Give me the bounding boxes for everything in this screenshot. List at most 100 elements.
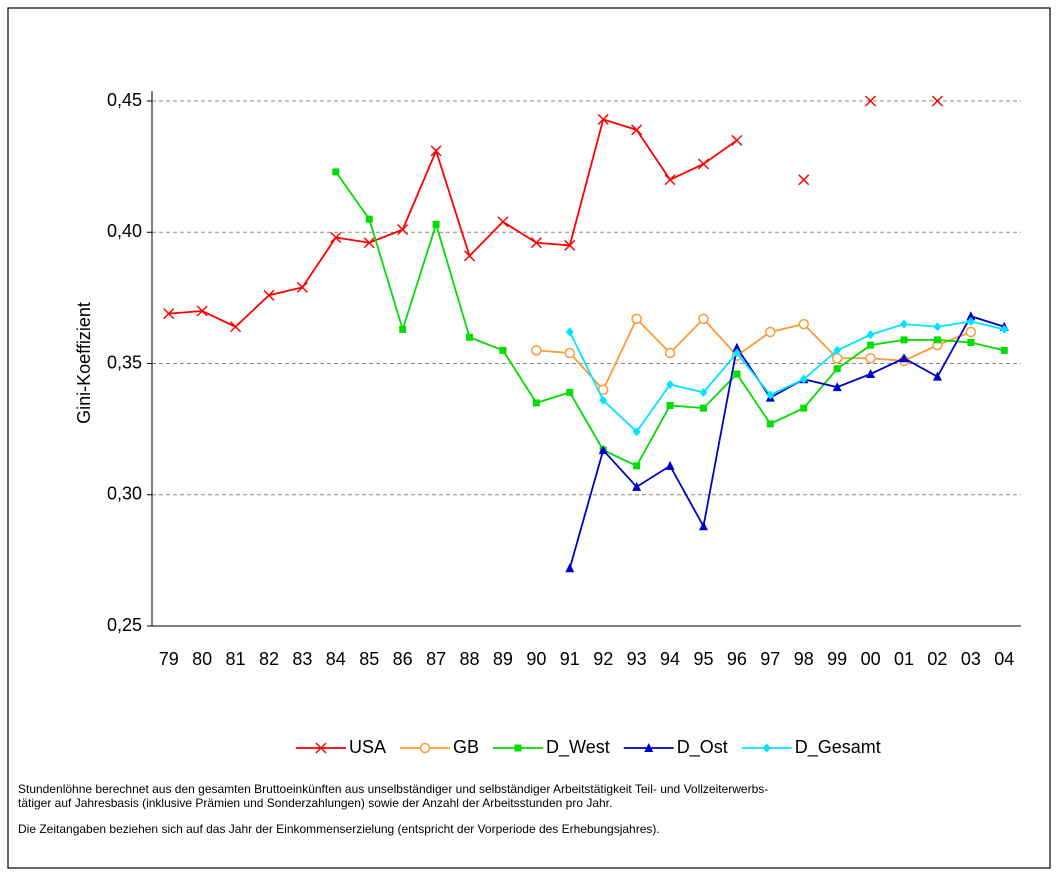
marker	[564, 239, 576, 251]
y-axis-title: Gini-Koeffizient	[74, 302, 94, 424]
x-tick-label: 93	[627, 649, 647, 669]
marker	[631, 313, 642, 325]
marker	[419, 742, 431, 754]
marker	[599, 395, 608, 405]
marker	[766, 420, 774, 428]
marker	[397, 224, 409, 236]
legend-label: D_West	[546, 737, 610, 758]
marker	[230, 321, 242, 333]
marker	[597, 113, 609, 125]
note: Die Zeitangaben beziehen sich auf das Ja…	[18, 822, 660, 836]
legend-label: GB	[453, 737, 479, 757]
marker	[363, 237, 375, 249]
y-tick-label: 0,40	[107, 221, 142, 241]
x-tick-label: 98	[794, 649, 814, 669]
marker	[566, 388, 574, 396]
marker	[798, 174, 810, 186]
marker	[697, 158, 710, 170]
marker	[966, 317, 975, 326]
x-tick-label: 81	[226, 649, 246, 669]
marker	[432, 220, 440, 228]
x-tick-label: 79	[159, 649, 179, 669]
marker	[933, 336, 941, 344]
note: tätiger auf Jahresbasis (inklusive Prämi…	[18, 796, 612, 810]
marker	[799, 374, 808, 384]
marker	[866, 330, 875, 340]
marker	[532, 399, 540, 407]
x-tick-label: 04	[994, 649, 1014, 669]
x-tick-label: 02	[927, 649, 947, 669]
marker	[664, 347, 676, 359]
note: Stundenlöhne berechnet aus den gesamten …	[18, 782, 768, 796]
y-tick-label: 0,25	[107, 615, 142, 635]
marker	[631, 124, 643, 136]
x-tick-label: 91	[560, 649, 580, 669]
marker	[664, 174, 676, 186]
marker	[463, 250, 476, 262]
marker	[733, 370, 741, 378]
x-tick-label: 92	[593, 649, 613, 669]
marker	[865, 95, 877, 107]
marker	[933, 322, 942, 332]
marker	[831, 353, 843, 364]
x-tick-label: 96	[727, 649, 747, 669]
marker	[399, 325, 407, 333]
marker	[564, 347, 576, 359]
marker	[565, 327, 574, 337]
x-tick-label: 88	[460, 649, 480, 669]
marker	[965, 326, 977, 338]
marker	[833, 365, 841, 373]
marker	[263, 289, 275, 301]
marker	[867, 341, 875, 349]
x-tick-label: 89	[493, 649, 513, 669]
x-tick-label: 00	[861, 649, 881, 669]
marker	[666, 380, 675, 389]
marker	[365, 215, 373, 223]
marker	[315, 742, 327, 754]
x-tick-label: 01	[894, 649, 914, 669]
marker	[698, 521, 708, 531]
series-line	[568, 320, 1005, 434]
legend-label: USA	[349, 737, 386, 757]
marker	[698, 313, 709, 325]
marker	[497, 216, 509, 228]
marker	[832, 382, 842, 392]
marker	[866, 369, 876, 378]
marker	[732, 342, 742, 352]
marker	[731, 134, 743, 146]
marker	[931, 95, 943, 107]
marker	[466, 333, 474, 341]
series-line	[568, 315, 1005, 569]
marker	[632, 427, 641, 437]
x-tick-label: 95	[693, 649, 713, 669]
marker	[900, 319, 909, 329]
marker	[644, 743, 654, 752]
marker	[332, 168, 340, 176]
marker	[899, 353, 909, 363]
legend-label: D_Gesamt	[795, 737, 881, 758]
marker	[699, 387, 708, 397]
y-tick-label: 0,30	[107, 484, 142, 504]
legend-label: D_Ost	[677, 737, 728, 758]
marker	[932, 371, 942, 381]
marker	[666, 402, 674, 409]
marker	[632, 481, 642, 491]
x-tick-label: 87	[426, 649, 446, 669]
x-tick-label: 82	[259, 649, 279, 669]
y-tick-label: 0,35	[107, 352, 142, 372]
x-tick-label: 94	[660, 649, 680, 669]
marker	[798, 318, 809, 330]
marker	[296, 281, 308, 293]
marker	[196, 305, 208, 317]
marker	[766, 390, 775, 400]
x-tick-label: 90	[526, 649, 546, 669]
marker	[800, 404, 808, 412]
marker	[1000, 346, 1008, 354]
marker	[499, 346, 507, 354]
marker	[565, 563, 575, 573]
y-tick-label: 0,45	[107, 90, 142, 110]
marker	[530, 237, 542, 249]
x-tick-label: 03	[961, 649, 981, 669]
x-tick-label: 84	[326, 649, 346, 669]
